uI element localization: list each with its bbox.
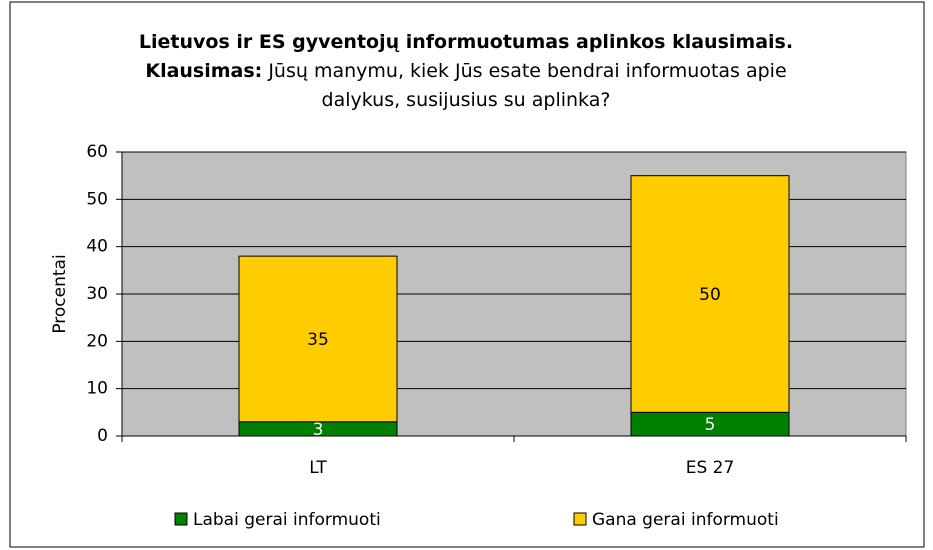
y-axis-label: Procentai bbox=[50, 254, 70, 333]
legend-swatch bbox=[573, 512, 587, 526]
data-label: 5 bbox=[705, 415, 716, 435]
data-label: 50 bbox=[699, 285, 721, 305]
chart-subtitle: Jūsų manymu, kiek Jūs esate bendrai info… bbox=[268, 60, 787, 111]
y-tick-label: 0 bbox=[97, 426, 108, 446]
bar-segment bbox=[630, 175, 790, 413]
y-tick-label: 50 bbox=[86, 189, 108, 209]
y-tick-label: 10 bbox=[86, 379, 108, 399]
bar-segment bbox=[238, 255, 398, 423]
x-tick-label: LT bbox=[309, 458, 327, 478]
data-label: 35 bbox=[307, 330, 329, 350]
chart-title-block: Lietuvos ir ES gyventojų informuotumas a… bbox=[136, 28, 796, 115]
y-tick-label: 60 bbox=[86, 142, 108, 162]
legend-label: Gana gerai informuoti bbox=[592, 510, 779, 530]
legend-label: Labai gerai informuoti bbox=[193, 510, 381, 530]
data-label: 3 bbox=[313, 420, 324, 440]
chart-title: Lietuvos ir ES gyventojų informuotumas a… bbox=[138, 31, 794, 82]
x-tick-label: ES 27 bbox=[686, 458, 735, 478]
y-tick-label: 30 bbox=[86, 284, 108, 304]
legend-swatch bbox=[174, 512, 188, 526]
y-tick-label: 40 bbox=[86, 237, 108, 257]
y-tick-label: 20 bbox=[86, 331, 108, 351]
